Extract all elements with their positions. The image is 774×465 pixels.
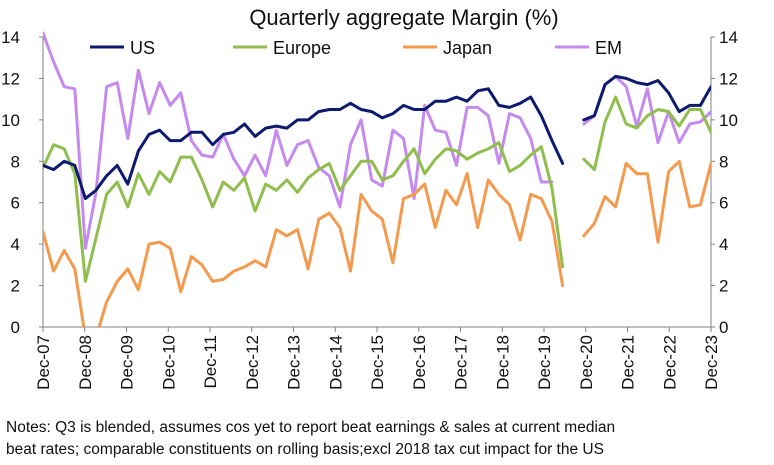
y-tick-label-left: 8: [11, 152, 20, 171]
legend-label-us: US: [130, 38, 155, 58]
x-tick-label: Dec-17: [452, 335, 471, 390]
x-tick-label: Dec-12: [243, 335, 262, 390]
x-tick-label: Dec-21: [619, 335, 638, 390]
x-tick-label: Dec-23: [702, 335, 721, 390]
series-line-europe: [43, 95, 711, 283]
y-tick-label-right: 10: [719, 111, 738, 130]
y-tick-label-left: 0: [11, 318, 20, 337]
x-tick-label: Dec-18: [493, 335, 512, 390]
x-tick-label: Dec-11: [201, 335, 220, 389]
y-tick-label-right: 0: [719, 318, 728, 337]
y-tick-label-left: 14: [1, 28, 20, 47]
y-tick-label-right: 2: [719, 277, 728, 296]
y-tick-label-right: 14: [719, 28, 738, 47]
chart-title: Quarterly aggregate Margin (%): [249, 5, 558, 30]
x-tick-label: Dec-16: [410, 335, 429, 390]
x-tick-label: Dec-14: [326, 335, 345, 390]
y-tick-label-right: 4: [719, 235, 728, 254]
x-tick-label: Dec-10: [159, 335, 178, 390]
series-line-japan: [43, 159, 711, 327]
x-tick-label: Dec-07: [34, 335, 53, 390]
legend-label-em: EM: [595, 38, 622, 58]
x-tick-label: Dec-09: [118, 335, 137, 390]
y-tick-label-left: 12: [1, 69, 20, 88]
x-tick-label: Dec-08: [76, 335, 95, 390]
legend-label-japan: Japan: [443, 38, 492, 58]
x-tick-label: Dec-13: [285, 335, 304, 390]
notes-line-1: Notes: Q3 is blended, assumes cos yet to…: [6, 419, 616, 436]
legend-label-europe: Europe: [273, 38, 331, 58]
y-tick-label-right: 8: [719, 152, 728, 171]
x-tick-label: Dec-22: [660, 335, 679, 390]
series-line-us: [43, 74, 711, 201]
x-tick-label: Dec-19: [535, 335, 554, 390]
y-tick-label-right: 12: [719, 69, 738, 88]
y-tick-label-left: 2: [11, 277, 20, 296]
notes-line-2: beat rates; comparable constituents on r…: [6, 441, 604, 458]
x-tick-label: Dec-15: [368, 335, 387, 390]
y-tick-label-left: 6: [11, 194, 20, 213]
y-tick-label-left: 10: [1, 111, 20, 130]
y-tick-label-right: 6: [719, 194, 728, 213]
chart-notes: Notes: Q3 is blended, assumes cos yet to…: [6, 417, 770, 461]
y-tick-label-left: 4: [11, 235, 20, 254]
x-tick-label: Dec-20: [577, 335, 596, 390]
